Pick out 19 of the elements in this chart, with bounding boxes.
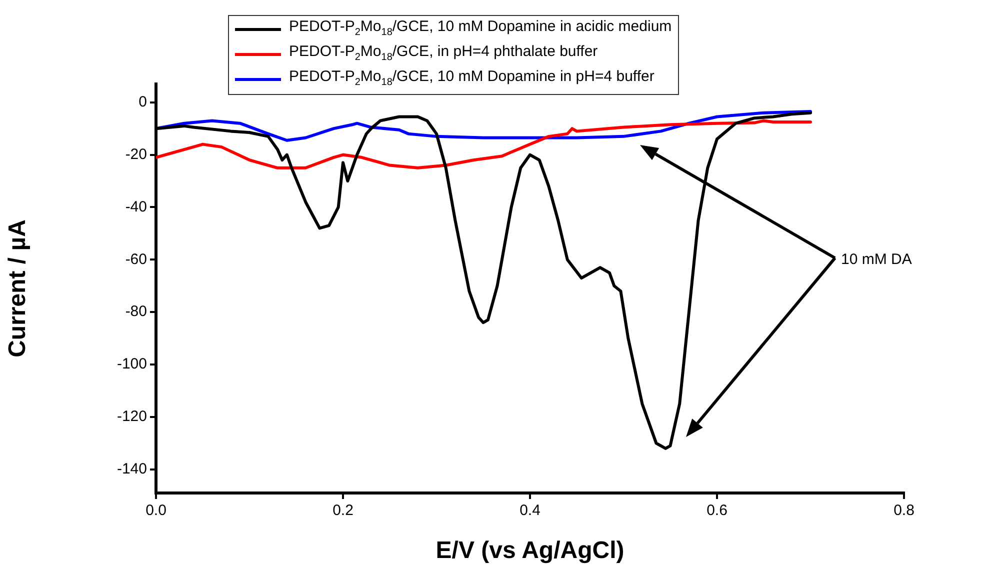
legend-label: PEDOT-P$_{2}$Mo$_{18}$/GCE, in pH=4 phthalate buffer: [289, 42, 598, 65]
y-tick-label: -120: [116, 408, 147, 426]
x-tick-label: 0.8: [894, 502, 914, 520]
y-tick-label: -20: [125, 146, 147, 163]
x-axis-title: E/V (vs Ag/AgCl): [436, 537, 624, 564]
y-tick-label: -100: [116, 356, 147, 373]
x-tick-label: 0.4: [520, 502, 540, 520]
x-tick-label: 0.6: [706, 502, 728, 520]
y-tick-label: -40: [125, 198, 147, 216]
x-tick-label: 0.0: [146, 502, 166, 520]
x-tick-label: 0.2: [332, 502, 354, 520]
y-tick-label: 0: [138, 93, 147, 110]
y-tick-label: -60: [125, 250, 147, 268]
y-axis-title: Current / µA: [4, 220, 32, 358]
annotation: 10 mM DA: [841, 251, 912, 268]
legend-label: PEDOT-P$_{2}$Mo$_{18}$/GCE, 10 mM Dopamine in pH=4 buffer: [289, 67, 654, 90]
y-tick-label: -80: [125, 303, 147, 320]
y-tick-label: -140: [116, 460, 147, 478]
legend-label: PEDOT-P$_{2}$Mo$_{18}$/GCE, 10 mM Dopamine in acidic medium: [289, 17, 672, 40]
